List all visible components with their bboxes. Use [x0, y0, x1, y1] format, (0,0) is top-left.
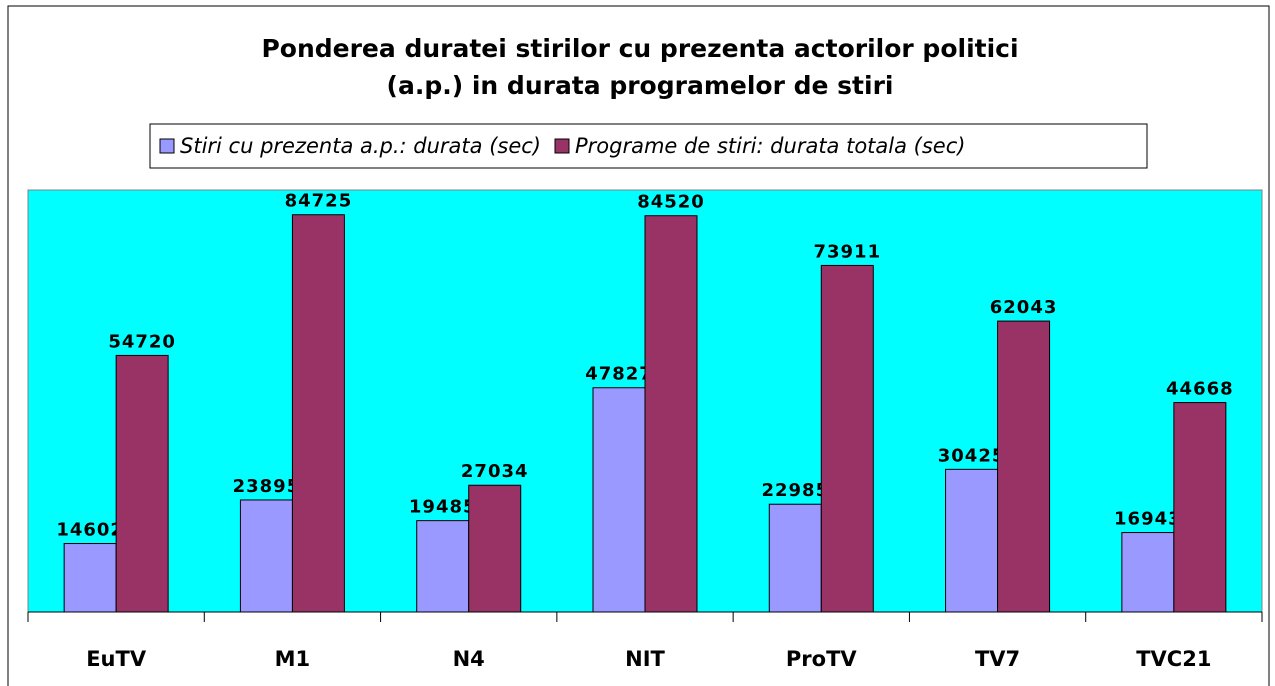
bar — [820, 264, 874, 613]
data-label: 73911 — [813, 241, 881, 262]
x-tick-label: TV7 — [975, 647, 1020, 671]
x-tick-label: EuTV — [86, 647, 147, 671]
bar — [997, 320, 1051, 613]
bar — [468, 484, 522, 613]
x-tick-label: N4 — [453, 647, 485, 671]
legend-box — [149, 123, 1148, 169]
data-label: 84725 — [285, 191, 353, 212]
legend-swatch — [554, 138, 570, 154]
bar — [63, 543, 117, 613]
chart-title: (a.p.) in durata programelor de stiri — [387, 71, 894, 100]
legend-label: Stiri cu prezenta a.p.: durata (sec) — [180, 134, 541, 158]
data-label: 16943 — [1114, 509, 1182, 530]
bar — [644, 215, 698, 613]
data-label: 84520 — [637, 192, 705, 213]
data-label: 30425 — [938, 445, 1006, 466]
data-label: 44668 — [1166, 379, 1234, 400]
chart-title: Ponderea duratei stirilor cu prezenta ac… — [261, 34, 1018, 63]
bar — [592, 387, 646, 613]
data-label: 62043 — [990, 297, 1058, 318]
legend-label: Programe de stiri: durata totala (sec) — [575, 134, 965, 158]
bar — [239, 499, 293, 613]
bar — [291, 214, 345, 613]
legend-swatch — [159, 138, 175, 154]
data-label: 14602 — [56, 520, 124, 541]
bar — [1173, 402, 1227, 613]
data-label: 27034 — [461, 461, 529, 482]
x-tick-label: NIT — [625, 647, 665, 671]
bar — [416, 520, 470, 613]
data-label: 54720 — [108, 331, 176, 352]
data-label: 47827 — [585, 364, 653, 385]
data-label: 19485 — [409, 497, 477, 518]
bar — [115, 354, 169, 613]
x-tick-label: M1 — [275, 647, 311, 671]
bar — [1121, 532, 1175, 613]
data-label: 22985 — [761, 480, 829, 501]
x-tick-label: ProTV — [786, 647, 857, 671]
x-tick-label: TVC21 — [1136, 647, 1211, 671]
bar — [768, 503, 822, 613]
bar — [945, 468, 999, 613]
data-label: 23895 — [233, 476, 301, 497]
